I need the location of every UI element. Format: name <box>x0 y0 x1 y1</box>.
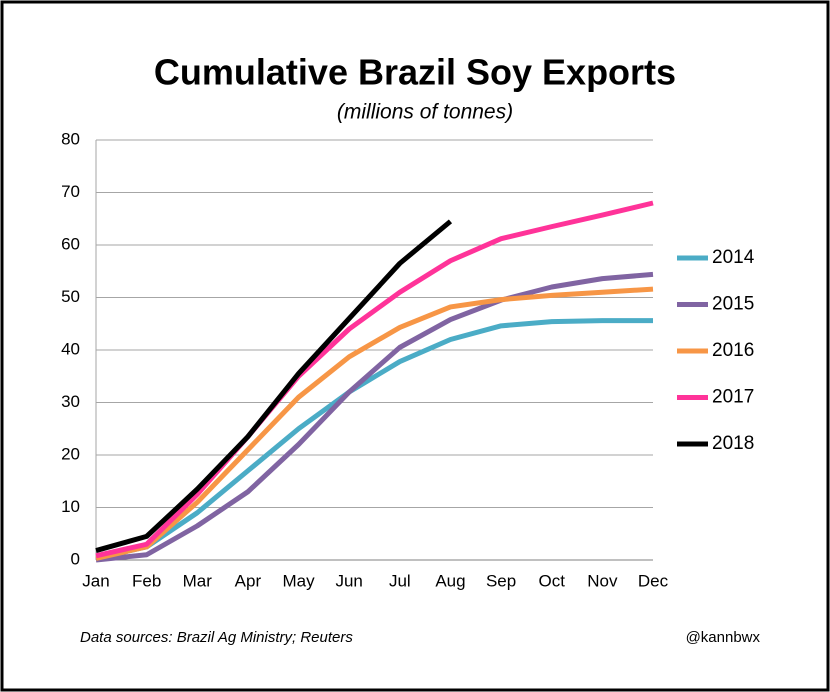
series-line <box>95 271 654 563</box>
x-tick-label: May <box>282 571 315 590</box>
series-line <box>95 200 654 559</box>
x-tick-label: Feb <box>132 571 161 590</box>
series-line <box>95 286 654 561</box>
series-line <box>95 318 653 561</box>
credit: @kannbwx <box>686 629 761 646</box>
x-tick-label: Oct <box>539 571 566 590</box>
x-tick-label: Dec <box>638 571 669 590</box>
y-tick-label: 10 <box>61 497 80 516</box>
x-tick-label: Jul <box>389 571 411 590</box>
y-tick-label: 80 <box>61 129 80 148</box>
x-tick-label: Jun <box>335 571 362 590</box>
legend-label: 2017 <box>712 387 754 408</box>
y-tick-label: 0 <box>71 549 80 568</box>
x-tick-label: Jan <box>82 571 109 590</box>
legend-label: 2014 <box>712 247 755 268</box>
legend-label: 2015 <box>712 294 754 315</box>
x-tick-label: Apr <box>235 571 262 590</box>
source-note: Data sources: Brazil Ag Ministry; Reuter… <box>80 629 353 646</box>
y-tick-label: 20 <box>61 444 80 463</box>
legend-label: 2018 <box>712 433 754 454</box>
y-tick-label: 60 <box>61 234 80 253</box>
y-tick-label: 70 <box>61 182 80 201</box>
x-tick-label: Aug <box>435 571 465 590</box>
x-tick-label: Nov <box>587 571 618 590</box>
y-tick-label: 50 <box>61 287 80 306</box>
chart-title: Cumulative Brazil Soy Exports <box>154 52 676 93</box>
series-line <box>95 219 453 553</box>
y-tick-label: 30 <box>61 392 80 411</box>
x-tick-label: Sep <box>486 571 516 590</box>
y-tick-label: 40 <box>61 339 80 358</box>
chart-subtitle: (millions of tonnes) <box>337 101 513 124</box>
legend-label: 2016 <box>712 340 754 361</box>
x-tick-label: Mar <box>183 571 213 590</box>
